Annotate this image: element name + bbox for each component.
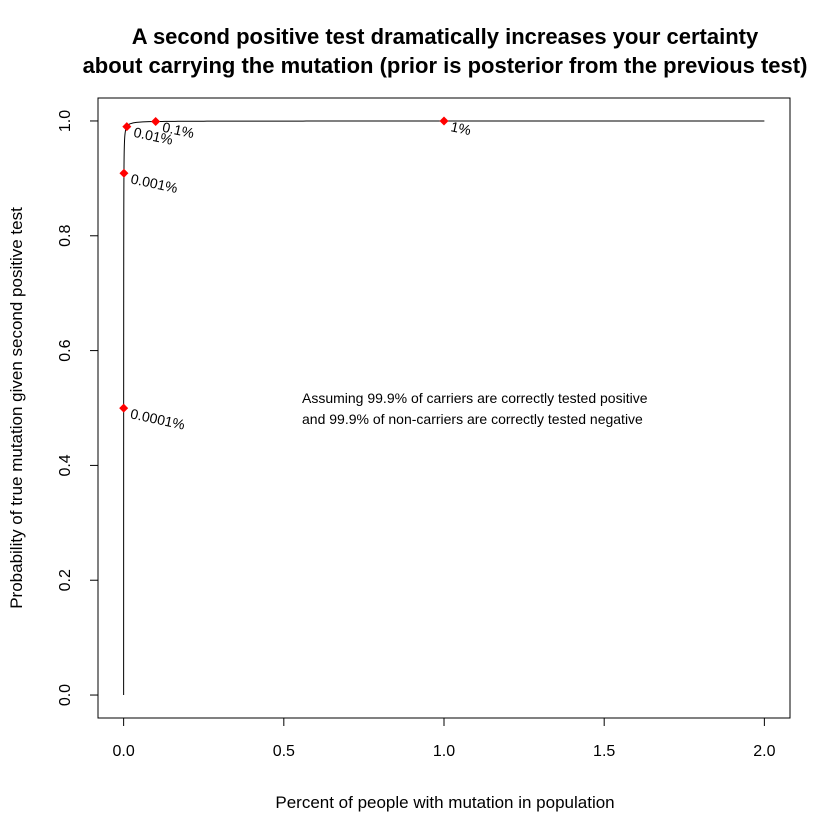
y-tick-label: 1.0 bbox=[57, 110, 74, 132]
highlight-point-marker bbox=[119, 168, 129, 178]
x-tick-label: 0.5 bbox=[273, 743, 295, 760]
y-axis-label: Probability of true mutation given secon… bbox=[7, 207, 26, 609]
y-tick-label: 0.6 bbox=[57, 339, 74, 361]
highlight-point-marker bbox=[151, 117, 161, 127]
annotation-line-2: and 99.9% of non-carriers are correctly … bbox=[302, 411, 643, 427]
posterior-curve bbox=[123, 120, 765, 696]
y-tick-label: 0.2 bbox=[57, 569, 74, 591]
x-axis-label: Percent of people with mutation in popul… bbox=[275, 793, 614, 812]
highlight-point-marker bbox=[439, 116, 449, 126]
highlight-point-marker bbox=[119, 403, 129, 413]
y-tick-label: 0.4 bbox=[57, 454, 74, 476]
highlight-point-marker bbox=[122, 122, 132, 132]
x-tick-label: 1.5 bbox=[593, 743, 615, 760]
x-tick-label: 0.0 bbox=[113, 743, 135, 760]
chart-title-line-1: A second positive test dramatically incr… bbox=[132, 24, 759, 49]
x-axis: 0.0 0.5 1.0 1.5 2.0 bbox=[113, 717, 776, 760]
highlight-point-label: 0.1% bbox=[161, 119, 196, 141]
chart-title-line-2: about carrying the mutation (prior is po… bbox=[83, 53, 808, 78]
highlight-point-label: 1% bbox=[449, 118, 472, 138]
y-tick-label: 0.0 bbox=[57, 684, 74, 706]
x-tick-label: 1.0 bbox=[433, 743, 455, 760]
y-axis: 0.0 0.2 0.4 0.6 0.8 1.0 bbox=[57, 110, 99, 706]
annotation-line-1: Assuming 99.9% of carriers are correctly… bbox=[302, 390, 648, 406]
y-tick-label: 0.8 bbox=[57, 225, 74, 247]
x-tick-label: 2.0 bbox=[753, 743, 775, 760]
